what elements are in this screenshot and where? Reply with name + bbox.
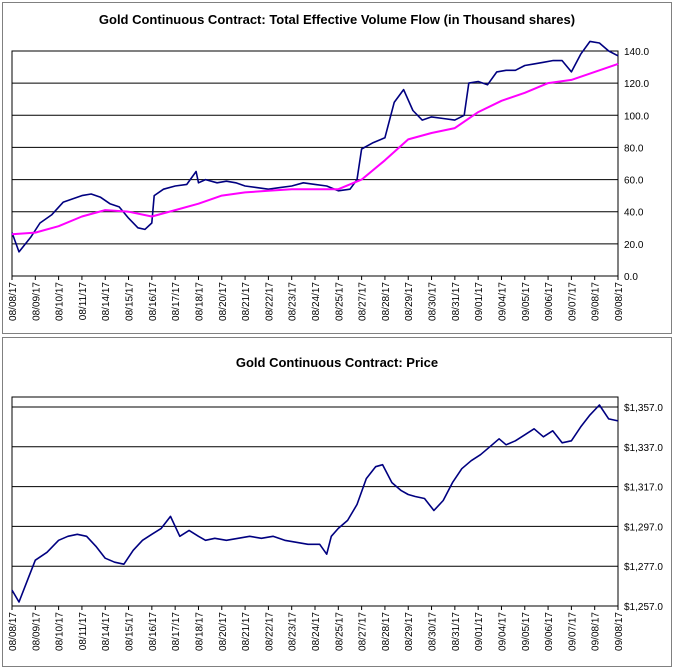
price-x-tick-label: 08/10/17 [55,612,66,651]
volume-flow-y-tick-label: 20.0 [624,240,644,251]
price-x-tick-label: 08/11/17 [78,612,89,651]
volume-flow-y-tick-label: 60.0 [624,176,644,187]
price-y-tick-label: $1,337.0 [624,443,663,454]
price-x-tick-label: 09/01/17 [474,612,485,651]
price-x-tick-label: 08/31/17 [451,612,462,651]
volume-flow-x-tick-label: 08/29/17 [404,282,415,321]
price-x-tick-label: 09/04/17 [497,612,508,651]
volume-flow-x-tick-label: 08/24/17 [311,282,322,321]
price-x-tick-label: 08/24/17 [311,612,322,651]
volume-flow-x-tick-label: 09/01/17 [474,282,485,321]
price-y-tick-label: $1,357.0 [624,403,663,414]
price-plot-area [11,396,619,607]
volume-flow-y-tick-label: 40.0 [624,208,644,219]
volume-flow-x-tick-label: 09/06/17 [544,282,555,321]
price-x-tick-label: 08/17/17 [171,612,182,651]
price-x-tick-label: 09/08/17 [614,612,625,651]
volume-flow-x-tick-label: 08/28/17 [381,282,392,321]
volume-flow-y-tick-label: 80.0 [624,143,644,154]
volume-flow-x-tick-label: 08/21/17 [241,282,252,321]
price-x-tick-label: 08/09/17 [31,612,42,651]
price-series-line [11,404,619,603]
volume-flow-y-tick-label: 100.0 [624,111,649,122]
volume-flow-x-tick-label: 09/05/17 [521,282,532,321]
volume-flow-plot-area [11,50,619,277]
volume-flow-x-tick-label: 09/08/17 [591,282,602,321]
volume-flow-chart-panel: Gold Continuous Contract: Total Effectiv… [2,2,672,334]
volume-flow-y-tick-label: 140.0 [624,47,649,58]
price-chart-title: Gold Continuous Contract: Price [235,355,439,370]
volume-flow-x-tick-label: 08/30/17 [428,282,439,321]
price-chart: $1,257.0 $1,277.0 $1,297.0 $1,317.0 $1,337.0… [8,396,663,651]
volume-flow-x-tick-label: 08/27/17 [358,282,369,321]
volume-flow-x-tick-label: 08/23/17 [288,282,299,321]
price-x-tick-label: 08/15/17 [125,612,136,651]
price-x-tick-label: 09/06/17 [544,612,555,651]
volume-flow-chart: 0.0 20.0 40.0 60.0 80.0 100.0 120.0 140.0 08/08/… [8,40,649,321]
volume-flow-x-tick-label: 08/18/17 [194,282,205,321]
price-y-tick-label: $1,277.0 [624,562,663,573]
volume-flow-x-tick-label: 09/04/17 [497,282,508,321]
volume-flow-x-tick-label: 08/15/17 [125,282,136,321]
volume-flow-x-tick-label: 08/31/17 [451,282,462,321]
volume-flow-x-tick-label: 08/25/17 [334,282,345,321]
volume-flow-x-tick-label: 08/10/17 [55,282,66,321]
price-x-tick-label: 08/14/17 [101,612,112,651]
volume-flow-series-line [11,40,619,253]
price-y-tick-label: $1,297.0 [624,522,663,533]
volume-flow-chart-title: Gold Continuous Contract: Total Effectiv… [98,12,576,27]
volume-flow-x-tick-label: 08/09/17 [31,282,42,321]
price-x-tick-label: 08/18/17 [194,612,205,651]
volume-flow-y-tick-label: 0.0 [624,272,638,283]
volume-flow-x-tick-label: 08/11/17 [78,282,89,321]
price-x-tick-label: 08/29/17 [404,612,415,651]
price-x-tick-label: 08/23/17 [288,612,299,651]
price-x-tick-label: 09/05/17 [521,612,532,651]
price-x-tick-label: 08/16/17 [148,612,159,651]
price-x-tick-label: 08/27/17 [358,612,369,651]
price-x-tick-label: 09/07/17 [567,612,578,651]
price-x-tick-label: 08/20/17 [218,612,229,651]
volume-flow-y-tick-label: 120.0 [624,79,649,90]
price-chart-panel: Gold Continuous Contract: Price $1,257.0… [2,337,672,667]
volume-flow-x-tick-label: 08/17/17 [171,282,182,321]
price-x-tick-label: 08/22/17 [264,612,275,651]
price-x-tick-label: 09/08/17 [591,612,602,651]
price-x-tick-label: 08/30/17 [428,612,439,651]
volume-flow-x-tick-label: 08/14/17 [101,282,112,321]
volume-flow-x-tick-label: 09/08/17 [614,282,625,321]
price-x-tick-label: 08/21/17 [241,612,252,651]
volume-flow-x-tick-label: 08/20/17 [218,282,229,321]
price-x-tick-label: 08/28/17 [381,612,392,651]
volume-flow-x-tick-label: 08/22/17 [264,282,275,321]
volume-flow-x-tick-label: 09/07/17 [567,282,578,321]
volume-flow-x-tick-label: 08/08/17 [8,282,19,321]
volume-flow-x-tick-label: 08/16/17 [148,282,159,321]
price-x-tick-label: 08/25/17 [334,612,345,651]
price-y-tick-label: $1,257.0 [624,602,663,613]
price-y-tick-label: $1,317.0 [624,483,663,494]
volume-flow-series-average-line [11,62,619,236]
price-x-tick-label: 08/08/17 [8,612,19,651]
